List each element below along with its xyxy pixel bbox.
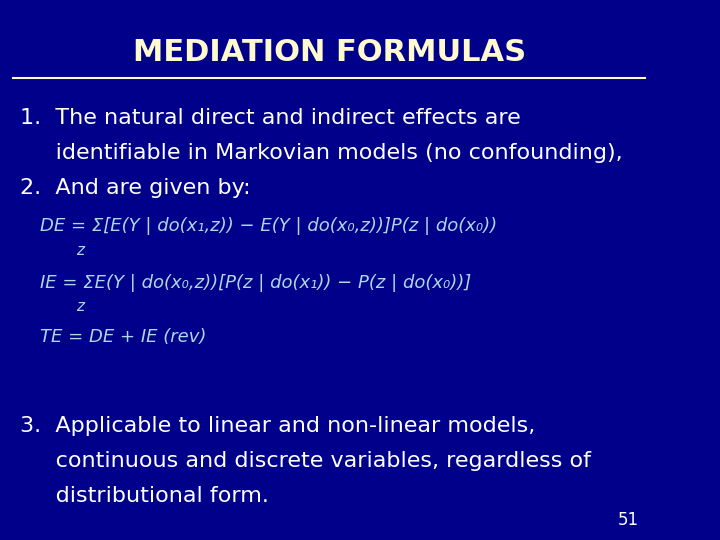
Text: z: z [76, 299, 84, 314]
Text: MEDIATION FORMULAS: MEDIATION FORMULAS [132, 38, 526, 67]
Text: 3.  Applicable to linear and non-linear models,: 3. Applicable to linear and non-linear m… [19, 416, 535, 436]
Text: identifiable in Markovian models (no confounding),: identifiable in Markovian models (no con… [19, 143, 622, 163]
Text: continuous and discrete variables, regardless of: continuous and discrete variables, regar… [19, 451, 590, 471]
Text: 51: 51 [618, 511, 639, 529]
Text: z: z [76, 243, 84, 258]
Text: distributional form.: distributional form. [19, 486, 269, 506]
Text: IE = ΣE(Y | do(x₀,z))[P(z | do(x₁)) − P(z | do(x₀))]: IE = ΣE(Y | do(x₀,z))[P(z | do(x₁)) − P(… [40, 273, 471, 292]
Text: TE = DE + IE (rev): TE = DE + IE (rev) [40, 327, 206, 346]
Text: 2.  And are given by:: 2. And are given by: [19, 178, 251, 198]
Text: 1.  The natural direct and indirect effects are: 1. The natural direct and indirect effec… [19, 108, 521, 128]
Text: DE = Σ[E(Y | do(x₁,z)) − E(Y | do(x₀,z))]P(z | do(x₀)): DE = Σ[E(Y | do(x₁,z)) − E(Y | do(x₀,z))… [40, 217, 497, 235]
